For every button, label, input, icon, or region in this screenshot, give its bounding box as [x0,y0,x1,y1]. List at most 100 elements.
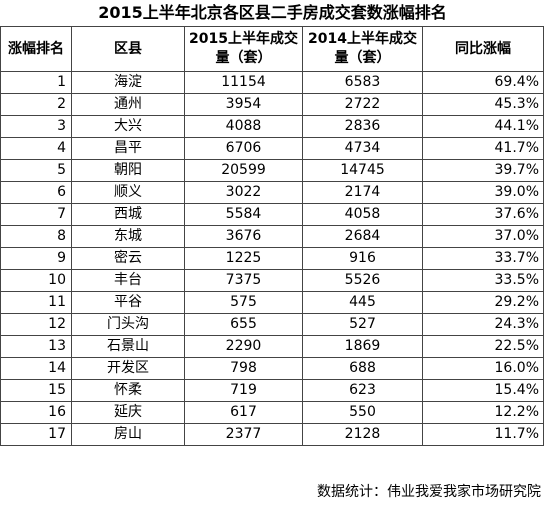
table-row: 3 大兴 4088 2836 44.1% [0,115,544,138]
table-row: 6 顺义 3022 2174 39.0% [0,181,544,204]
table-row: 5 朝阳 20599 14745 39.7% [0,159,544,182]
cell-growth: 37.6% [422,203,544,226]
cell-district: 延庆 [71,401,185,424]
cell-district: 门头沟 [71,313,185,336]
cell-growth: 33.7% [422,247,544,270]
cell-district: 丰台 [71,269,185,292]
cell-growth: 12.2% [422,401,544,424]
cell-rank: 9 [0,247,72,270]
cell-rank: 2 [0,93,72,116]
cell-vol2015: 4088 [184,115,303,138]
cell-growth: 45.3% [422,93,544,116]
cell-growth: 41.7% [422,137,544,160]
cell-vol2014: 2174 [302,181,423,204]
cell-rank: 8 [0,225,72,248]
cell-vol2014: 2684 [302,225,423,248]
cell-growth: 69.4% [422,71,544,94]
cell-district: 顺义 [71,181,185,204]
cell-growth: 44.1% [422,115,544,138]
cell-vol2014: 623 [302,379,423,402]
header-vol2014: 2014上半年成交量（套） [302,26,423,72]
cell-rank: 4 [0,137,72,160]
cell-vol2015: 2290 [184,335,303,358]
table-row: 2 通州 3954 2722 45.3% [0,93,544,116]
cell-district: 房山 [71,423,185,446]
cell-rank: 7 [0,203,72,226]
cell-growth: 22.5% [422,335,544,358]
cell-vol2015: 617 [184,401,303,424]
cell-rank: 15 [0,379,72,402]
cell-vol2014: 1869 [302,335,423,358]
cell-district: 怀柔 [71,379,185,402]
cell-rank: 13 [0,335,72,358]
cell-vol2015: 2377 [184,423,303,446]
table-title: 2015上半年北京各区县二手房成交套数涨幅排名 [98,3,447,22]
table-row: 17 房山 2377 2128 11.7% [0,423,544,446]
header-growth: 同比涨幅 [422,26,544,72]
cell-vol2015: 7375 [184,269,303,292]
cell-vol2014: 4734 [302,137,423,160]
cell-rank: 10 [0,269,72,292]
cell-vol2015: 798 [184,357,303,380]
table-row: 10 丰台 7375 5526 33.5% [0,269,544,292]
header-row: 涨幅排名 区县 2015上半年成交量（套） 2014上半年成交量（套） 同比涨幅 [0,26,544,72]
cell-district: 开发区 [71,357,185,380]
cell-rank: 3 [0,115,72,138]
cell-growth: 37.0% [422,225,544,248]
cell-district: 大兴 [71,115,185,138]
cell-vol2014: 5526 [302,269,423,292]
header-vol2015: 2015上半年成交量（套） [184,26,303,72]
cell-growth: 29.2% [422,291,544,314]
cell-district: 昌平 [71,137,185,160]
cell-growth: 24.3% [422,313,544,336]
cell-vol2015: 6706 [184,137,303,160]
cell-vol2014: 527 [302,313,423,336]
cell-vol2014: 445 [302,291,423,314]
cell-district: 朝阳 [71,159,185,182]
table-row: 11 平谷 575 445 29.2% [0,291,544,314]
cell-vol2015: 575 [184,291,303,314]
header-district: 区县 [71,26,185,72]
cell-district: 石景山 [71,335,185,358]
cell-vol2015: 11154 [184,71,303,94]
cell-rank: 16 [0,401,72,424]
cell-growth: 33.5% [422,269,544,292]
table-row: 12 门头沟 655 527 24.3% [0,313,544,336]
cell-rank: 17 [0,423,72,446]
cell-vol2015: 3676 [184,225,303,248]
cell-vol2014: 2722 [302,93,423,116]
cell-growth: 16.0% [422,357,544,380]
cell-district: 通州 [71,93,185,116]
cell-district: 密云 [71,247,185,270]
cell-vol2015: 719 [184,379,303,402]
cell-rank: 1 [0,71,72,94]
cell-growth: 11.7% [422,423,544,446]
cell-district: 东城 [71,225,185,248]
cell-growth: 39.0% [422,181,544,204]
table-row: 4 昌平 6706 4734 41.7% [0,137,544,160]
cell-growth: 39.7% [422,159,544,182]
table-row: 14 开发区 798 688 16.0% [0,357,544,380]
cell-rank: 14 [0,357,72,380]
cell-district: 西城 [71,203,185,226]
table-row: 13 石景山 2290 1869 22.5% [0,335,544,358]
cell-growth: 15.4% [422,379,544,402]
cell-vol2014: 688 [302,357,423,380]
cell-vol2014: 6583 [302,71,423,94]
table-row: 7 西城 5584 4058 37.6% [0,203,544,226]
cell-vol2014: 4058 [302,203,423,226]
table-row: 9 密云 1225 916 33.7% [0,247,544,270]
cell-vol2014: 14745 [302,159,423,182]
cell-rank: 11 [0,291,72,314]
table-row: 1 海淀 11154 6583 69.4% [0,71,544,94]
table-row: 8 东城 3676 2684 37.0% [0,225,544,248]
cell-district: 平谷 [71,291,185,314]
cell-vol2015: 5584 [184,203,303,226]
cell-vol2015: 3954 [184,93,303,116]
table-row: 15 怀柔 719 623 15.4% [0,379,544,402]
cell-rank: 6 [0,181,72,204]
table-row: 16 延庆 617 550 12.2% [0,401,544,424]
cell-vol2014: 916 [302,247,423,270]
cell-vol2015: 1225 [184,247,303,270]
cell-rank: 5 [0,159,72,182]
